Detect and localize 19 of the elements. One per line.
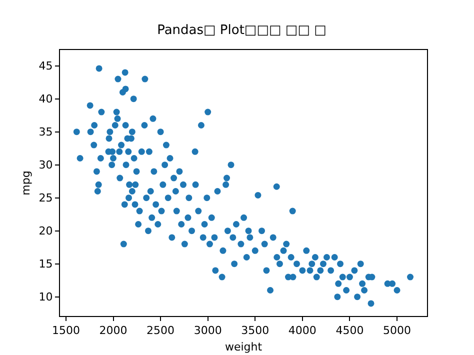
x-tick-label: 3000 [194, 324, 222, 338]
x-tick-label: 5000 [383, 324, 412, 338]
x-axis-title: weight [224, 340, 263, 354]
x-tick-label: 4000 [288, 324, 316, 338]
y-tick-label: 40 [38, 92, 53, 106]
x-tick-label: 1500 [52, 324, 80, 338]
y-axis-title: mpg [19, 170, 32, 196]
y-tick-label: 15 [38, 258, 53, 271]
x-tick-label: 2000 [99, 324, 128, 338]
y-tick-label: 30 [38, 158, 53, 172]
x-tick-label: 2500 [146, 324, 175, 338]
y-tick-label: 20 [38, 224, 53, 238]
chart-title: Pandas□ Plot□□□ □□ □ [157, 22, 326, 38]
y-tick-label: 45 [38, 60, 53, 73]
x-tick-label: 3500 [241, 324, 270, 338]
x-tick-label: 4500 [336, 324, 364, 338]
y-tick-label: 25 [38, 192, 53, 205]
y-tick-label: 10 [38, 290, 53, 304]
y-tick-label: 35 [38, 126, 53, 139]
